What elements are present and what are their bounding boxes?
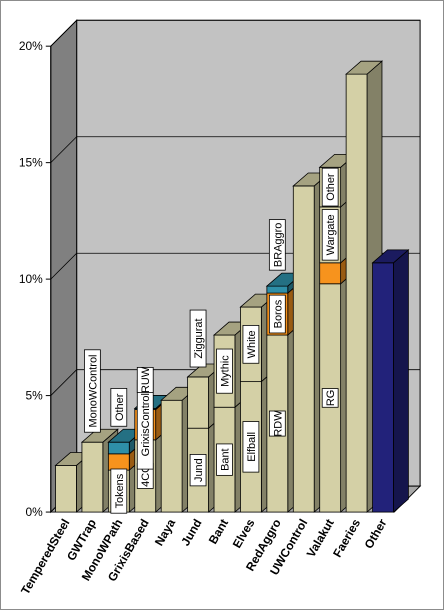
data-label-box [321, 388, 339, 408]
gridline-side [50, 136, 77, 163]
data-label-box [110, 388, 128, 427]
data-label-box [321, 167, 339, 207]
x-tick-label: Elves [230, 516, 258, 550]
bar-top [80, 428, 119, 443]
gridline-side [50, 20, 77, 47]
data-label: Ziggurat [189, 309, 207, 368]
bar-top [345, 60, 384, 75]
data-label: RDW [268, 410, 286, 437]
data-label-box [242, 421, 260, 473]
bar-segment [266, 285, 289, 294]
bar-segment [187, 376, 209, 429]
data-label-box [321, 209, 339, 261]
data-label: Jund [189, 454, 207, 487]
data-label: Mythic [216, 348, 233, 394]
data-label-text: RG [325, 390, 337, 406]
data-label: Boros [268, 294, 286, 334]
data-label-text: Elfball [246, 432, 258, 462]
data-label-text: Mythic [219, 355, 231, 387]
data-label: GrixisControl [136, 379, 154, 470]
data-label-text: 4CC [140, 465, 152, 487]
data-label: RUW [136, 366, 154, 393]
gridline-side [50, 252, 77, 280]
data-label: Other [321, 167, 339, 207]
y-tick-label: 5% [26, 389, 44, 403]
y-tick-label: 20% [19, 39, 43, 53]
data-label-text: BRAggro [272, 223, 284, 267]
data-label: Elfball [242, 421, 260, 473]
data-label-box [268, 219, 286, 271]
data-label-text: Jund [193, 458, 205, 482]
data-label-text: Boros [272, 299, 284, 328]
data-label-box [268, 294, 286, 334]
data-label: MonoWControl [84, 349, 101, 433]
data-label: Wargate [321, 209, 339, 261]
bar-side [393, 248, 409, 513]
data-label: BRAggro [268, 219, 286, 271]
data-label-box [189, 309, 207, 368]
data-label-text: White [246, 330, 258, 358]
data-label-text: Wargate [325, 214, 337, 255]
bar-segment [81, 441, 104, 513]
bar-segment [372, 262, 394, 513]
data-label-box [189, 454, 207, 487]
data-label-text: Ziggurat [193, 318, 205, 358]
data-label-text: GrixisControl [140, 393, 152, 456]
data-label-text: Bant [219, 448, 231, 471]
data-label-box [216, 443, 233, 476]
x-tick-label: Naya [152, 516, 179, 548]
bars: MonoWControlTokensOther4CCGrixisControlR… [54, 60, 410, 514]
data-label-text: Other [114, 393, 126, 421]
x-tick-label: Jund [178, 517, 204, 549]
data-label-text: MonoWControl [87, 355, 99, 428]
data-label: RG [321, 388, 339, 408]
data-label-text: Tokens [114, 473, 126, 508]
y-axis: 0% 5% 10% 15% 20% [19, 39, 52, 519]
y-tick-label: 0% [26, 505, 44, 519]
data-label: Other [110, 388, 128, 427]
y-tick-label: 15% [19, 156, 43, 170]
bar-segment [160, 399, 183, 513]
bar-segment [292, 185, 315, 513]
bar-segment [107, 453, 130, 471]
bar-segment [345, 73, 368, 513]
bar-segment [55, 465, 77, 513]
data-label-text: RDW [272, 410, 284, 437]
bar-segment [107, 441, 130, 455]
data-label-text: Other [325, 173, 337, 201]
bar-top [371, 249, 410, 264]
data-label: Bant [216, 443, 233, 476]
data-label-box [268, 410, 286, 437]
data-label-box [136, 366, 154, 393]
data-label-box [216, 348, 233, 394]
x-tick-label: Bant [206, 517, 231, 547]
y-tick-label: 10% [19, 272, 43, 286]
bar-segment [319, 262, 342, 285]
bar [371, 248, 410, 513]
x-tick-label: Other [362, 516, 390, 551]
data-label: White [242, 325, 260, 364]
data-label-box [110, 468, 128, 514]
gridline-side [50, 369, 77, 396]
data-label-box [242, 325, 260, 364]
data-label: 4CC [136, 463, 154, 489]
data-label-box [84, 349, 101, 433]
data-label: Tokens [110, 468, 128, 514]
data-label-text: RUW [140, 366, 152, 393]
